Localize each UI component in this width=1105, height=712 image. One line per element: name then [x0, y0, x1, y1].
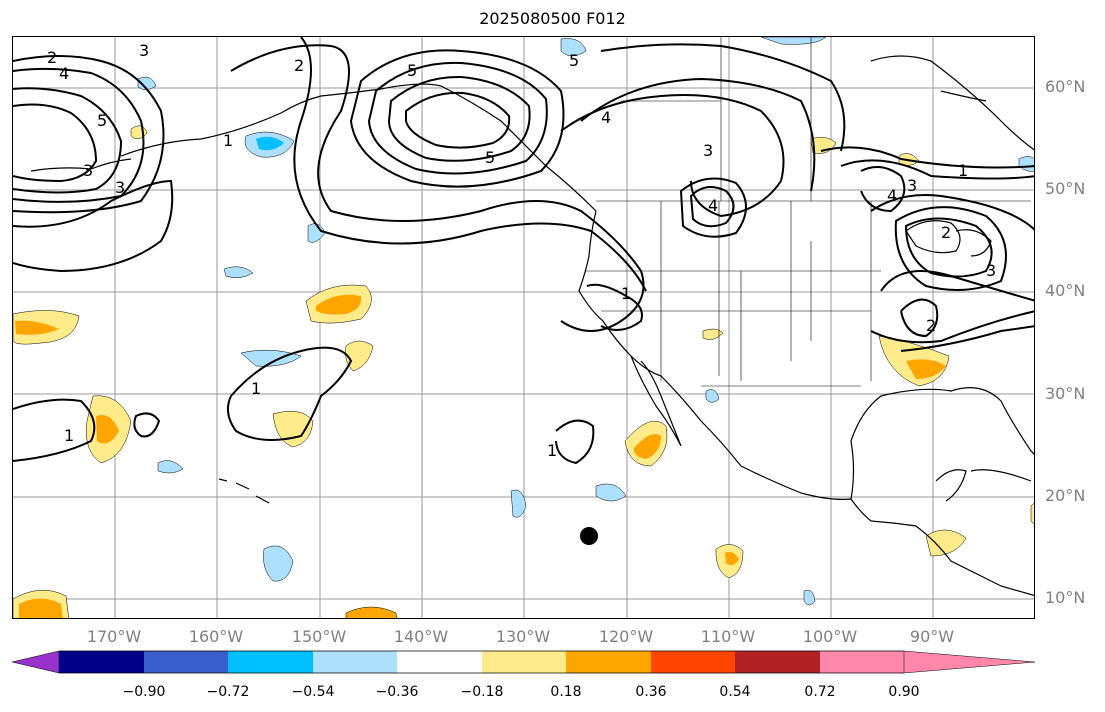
contour-label: 5: [569, 51, 579, 70]
lon-label-130w: 130°W: [495, 627, 551, 646]
political-boundaries: [586, 37, 1031, 387]
contour-label: 3: [139, 41, 149, 60]
lon-label-110w: 110°W: [700, 627, 756, 646]
colorbar-extend-left: [11, 650, 60, 674]
coastlines: [30, 55, 1034, 597]
storm-center-marker: [580, 527, 598, 545]
lon-label-170w: 170°W: [86, 627, 142, 646]
contour-label: 1: [547, 441, 557, 460]
lat-label-30n: 30°N: [1045, 384, 1086, 403]
contour-label-group: 2 3 4 5 3 3 1 2 5 5 4 5 3 4 1 3 4 2 3 2 …: [47, 41, 996, 460]
contour-label: 3: [907, 176, 917, 195]
map-canvas: 2 3 4 5 3 3 1 2 5 5 4 5 3 4 1 3 4 2 3 2 …: [13, 37, 1034, 618]
lat-label-10n: 10°N: [1045, 588, 1086, 607]
colorbar-tick-label: −0.72: [206, 684, 250, 700]
lat-label-50n: 50°N: [1045, 179, 1086, 198]
map-panel: 2 3 4 5 3 3 1 2 5 5 4 5 3 4 1 3 4 2 3 2 …: [12, 36, 1035, 619]
colorbar-segment: [59, 651, 144, 673]
colorbar-tick-label: 0.18: [550, 684, 582, 700]
colorbar-tick-label: 0.90: [888, 684, 920, 700]
colorbar-tick-label: 0.72: [804, 684, 836, 700]
lon-label-100w: 100°W: [802, 627, 858, 646]
contour-label: 4: [887, 186, 897, 205]
contour-label: 1: [223, 131, 233, 150]
contour-label: 3: [703, 141, 713, 160]
graticule: [13, 37, 1034, 618]
lon-label-150w: 150°W: [291, 627, 347, 646]
contour-label: 1: [251, 379, 261, 398]
map-title: 2025080500 F012: [479, 9, 626, 28]
colorbar-segment: [482, 651, 566, 673]
colorbar-tick-label: −0.18: [460, 684, 504, 700]
colorbar-tick-label: 0.36: [635, 684, 667, 700]
colorbar-extend-right: [903, 650, 1036, 674]
colorbar-tick-label: 0.54: [719, 684, 751, 700]
contour-label: 4: [708, 196, 718, 215]
colorbar-tick-label: −0.90: [122, 684, 166, 700]
contour-label: 1: [621, 284, 631, 303]
contour-lines: [13, 37, 1034, 465]
colorbar-segment: [566, 651, 651, 673]
contour-label: 2: [47, 48, 57, 67]
colorbar-tick-label: −0.54: [291, 684, 335, 700]
contour-label: 3: [986, 261, 996, 280]
contour-label: 5: [407, 61, 417, 80]
contour-label: 2: [926, 316, 936, 335]
contour-label: 5: [485, 148, 495, 167]
lat-label-20n: 20°N: [1045, 486, 1086, 505]
negative-anomaly-shading: [137, 37, 1034, 606]
colorbar-tick-label: −0.36: [375, 684, 419, 700]
colorbar-segment: [735, 651, 820, 673]
contour-label: 1: [64, 426, 74, 445]
lat-label-60n: 60°N: [1045, 77, 1086, 96]
contour-label: 3: [115, 178, 125, 197]
lon-label-160w: 160°W: [188, 627, 244, 646]
contour-label: 4: [601, 108, 611, 127]
contour-label: 3: [83, 161, 93, 180]
colorbar-segment: [144, 651, 228, 673]
lon-label-140w: 140°W: [393, 627, 449, 646]
contour-label: 2: [941, 223, 951, 242]
contour-label: 5: [97, 111, 107, 130]
lon-label-120w: 120°W: [598, 627, 654, 646]
contour-label: 1: [958, 161, 968, 180]
colorbar-segment: [228, 651, 313, 673]
colorbar-segment: [651, 651, 735, 673]
positive-anomaly-shading: [13, 125, 1034, 618]
lon-label-90w: 90°W: [909, 627, 955, 646]
colorbar-segment: [820, 651, 904, 673]
lat-label-40n: 40°N: [1045, 281, 1086, 300]
colorbar-segment: [397, 651, 482, 673]
contour-label: 2: [294, 56, 304, 75]
colorbar-segment: [313, 651, 397, 673]
contour-label: 4: [59, 64, 69, 83]
colorbar: [11, 650, 1036, 674]
